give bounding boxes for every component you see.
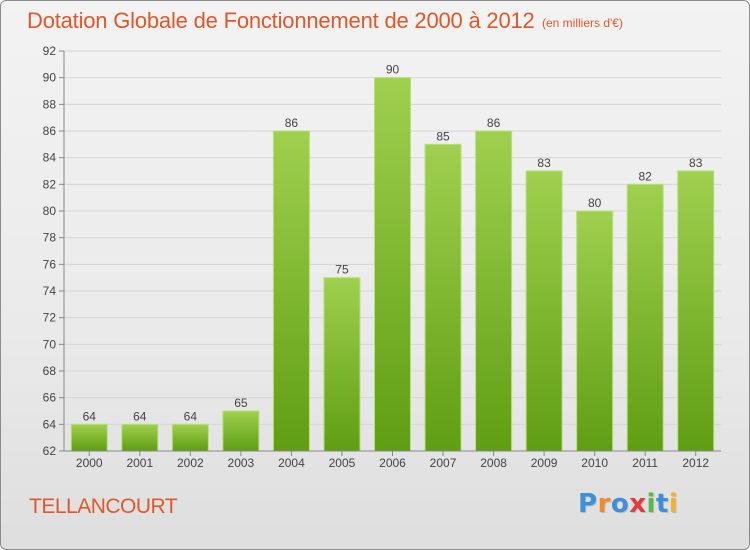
logo-letter: P (578, 489, 598, 519)
x-tick-label: 2000 (76, 456, 103, 470)
bar (424, 143, 462, 452)
chart-subtitle: (en milliers d'€) (542, 16, 623, 30)
commune-name: TELLANCOURT (29, 495, 178, 518)
data-label: 80 (588, 196, 602, 210)
data-label: 75 (335, 263, 349, 277)
logo-letter: t (655, 489, 669, 519)
x-tick-label: 2008 (480, 456, 507, 470)
data-label: 85 (436, 129, 450, 143)
y-tick-label: 74 (43, 284, 57, 298)
x-tick-label: 2009 (531, 456, 558, 470)
y-tick-label: 76 (43, 257, 57, 271)
y-tick-label: 86 (43, 124, 57, 138)
x-tick-label: 2006 (379, 456, 406, 470)
x-tick-label: 2010 (581, 456, 608, 470)
data-label: 64 (184, 409, 198, 423)
bar (576, 210, 614, 452)
bar (525, 170, 563, 452)
proxiti-logo: Proxiti (578, 489, 678, 519)
data-label: 64 (83, 409, 97, 423)
y-tick-label: 64 (43, 417, 57, 431)
x-tick-label: 2001 (126, 456, 153, 470)
y-axis: 62 64 66 68 70 72 74 76 78 80 82 84 86 88 90 92 (43, 44, 65, 458)
logo-letter: o (610, 489, 630, 519)
x-tick-label: 2005 (329, 456, 356, 470)
bar (475, 130, 513, 452)
data-label: 90 (386, 63, 400, 77)
chart-title: Dotation Globale de Fonctionnement de 20… (27, 8, 535, 33)
x-axis: 2000 2001 2002 2003 2004 2005 2006 2007 2008 2009… (64, 450, 721, 470)
logo-letter: i (668, 489, 679, 519)
data-label: 82 (639, 169, 653, 183)
data-label: 86 (285, 116, 299, 130)
bar (374, 77, 411, 452)
x-tick-label: 2012 (682, 456, 709, 470)
y-tick-label: 68 (43, 364, 57, 378)
x-tick-label: 2011 (632, 456, 658, 470)
bar (171, 423, 209, 452)
y-tick-label: 80 (43, 204, 57, 218)
y-tick-label: 90 (43, 71, 57, 85)
bar (121, 423, 159, 452)
bars: 64 64 64 65 86 75 90 85 86 83 80 82 83 (70, 63, 715, 452)
x-tick-label: 2007 (430, 456, 457, 470)
data-label: 83 (537, 156, 551, 170)
y-tick-label: 82 (43, 177, 57, 191)
x-tick-label: 2002 (177, 456, 204, 470)
bar (677, 170, 715, 452)
y-tick-label: 72 (43, 311, 57, 325)
bar (272, 130, 310, 452)
data-label: 86 (487, 116, 501, 130)
x-tick-label: 2003 (228, 456, 255, 470)
y-tick-label: 62 (43, 444, 57, 458)
y-tick-label: 92 (43, 44, 57, 58)
x-tick-label: 2004 (278, 456, 305, 470)
y-tick-label: 78 (43, 231, 57, 245)
bar (323, 277, 361, 452)
y-tick-label: 88 (43, 97, 57, 111)
y-tick-label: 84 (43, 151, 57, 165)
logo-letter: r (597, 489, 611, 519)
y-tick-label: 66 (43, 391, 57, 405)
data-label: 65 (234, 396, 248, 410)
logo-letter: x (629, 489, 647, 519)
data-label: 64 (133, 409, 147, 423)
bar (222, 410, 260, 452)
y-tick-label: 70 (43, 337, 57, 351)
data-label: 83 (689, 156, 703, 170)
bar (626, 183, 664, 452)
bar (70, 423, 108, 452)
logo-letter: i (646, 489, 656, 519)
